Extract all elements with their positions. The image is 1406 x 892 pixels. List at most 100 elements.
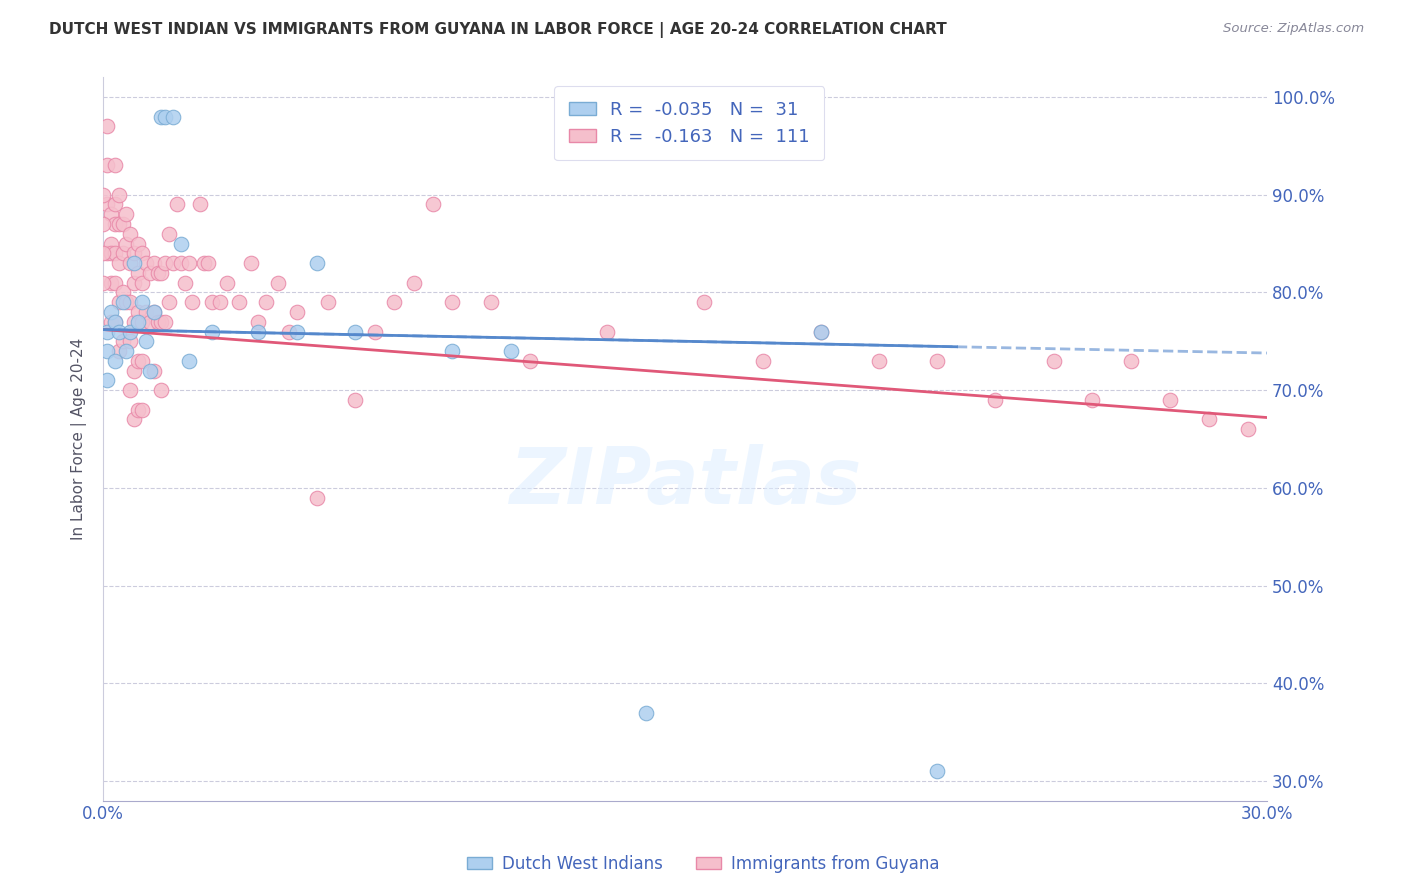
Point xyxy=(285,325,308,339)
Point xyxy=(96,246,118,260)
Point xyxy=(111,217,134,231)
Point xyxy=(177,354,200,368)
Point xyxy=(91,276,114,290)
Point xyxy=(107,295,129,310)
Point xyxy=(1313,392,1336,407)
Point xyxy=(104,315,127,329)
Point xyxy=(91,217,114,231)
Point xyxy=(135,334,157,349)
Point xyxy=(127,266,149,280)
Point xyxy=(150,266,173,280)
Point xyxy=(104,197,127,211)
Point xyxy=(150,315,173,329)
Point xyxy=(596,325,619,339)
Point xyxy=(479,295,502,310)
Point xyxy=(107,325,129,339)
Point xyxy=(100,207,122,221)
Point xyxy=(208,295,231,310)
Point xyxy=(984,392,1007,407)
Text: ZIPatlas: ZIPatlas xyxy=(509,444,862,520)
Point xyxy=(104,246,127,260)
Y-axis label: In Labor Force | Age 20-24: In Labor Force | Age 20-24 xyxy=(72,338,87,541)
Point xyxy=(139,315,162,329)
Point xyxy=(810,325,832,339)
Point xyxy=(131,315,153,329)
Point xyxy=(1198,412,1220,426)
Point xyxy=(170,256,193,270)
Point xyxy=(111,334,134,349)
Point xyxy=(122,315,145,329)
Point xyxy=(107,344,129,359)
Point xyxy=(122,246,145,260)
Point xyxy=(135,256,157,270)
Point xyxy=(364,325,387,339)
Point xyxy=(170,236,193,251)
Point xyxy=(247,325,270,339)
Point xyxy=(115,236,138,251)
Point xyxy=(1121,354,1143,368)
Point xyxy=(131,354,153,368)
Point xyxy=(100,236,122,251)
Point xyxy=(146,315,169,329)
Point xyxy=(100,315,122,329)
Point xyxy=(139,363,162,377)
Point xyxy=(127,305,149,319)
Point xyxy=(422,197,444,211)
Point xyxy=(150,110,173,124)
Point xyxy=(254,295,277,310)
Point xyxy=(107,256,129,270)
Point xyxy=(122,256,145,270)
Point xyxy=(120,256,142,270)
Point xyxy=(305,256,328,270)
Point xyxy=(104,217,127,231)
Point xyxy=(810,325,832,339)
Point xyxy=(131,402,153,417)
Point xyxy=(344,392,367,407)
Point xyxy=(107,187,129,202)
Point xyxy=(177,256,200,270)
Point xyxy=(157,295,180,310)
Point xyxy=(100,246,122,260)
Point xyxy=(120,227,142,241)
Point xyxy=(107,217,129,231)
Point xyxy=(100,276,122,290)
Point xyxy=(1236,422,1258,436)
Point xyxy=(166,197,188,211)
Point xyxy=(201,325,224,339)
Point xyxy=(139,266,162,280)
Text: Source: ZipAtlas.com: Source: ZipAtlas.com xyxy=(1223,22,1364,36)
Point xyxy=(155,315,177,329)
Point xyxy=(131,276,153,290)
Point xyxy=(122,412,145,426)
Point xyxy=(142,305,165,319)
Point xyxy=(636,706,658,720)
Point xyxy=(868,354,890,368)
Point xyxy=(162,256,184,270)
Point xyxy=(131,295,153,310)
Point xyxy=(157,227,180,241)
Point xyxy=(120,334,142,349)
Point xyxy=(519,354,541,368)
Point xyxy=(142,363,165,377)
Point xyxy=(181,295,204,310)
Point xyxy=(122,276,145,290)
Text: DUTCH WEST INDIAN VS IMMIGRANTS FROM GUYANA IN LABOR FORCE | AGE 20-24 CORRELATI: DUTCH WEST INDIAN VS IMMIGRANTS FROM GUY… xyxy=(49,22,948,38)
Point xyxy=(173,276,195,290)
Point xyxy=(111,285,134,300)
Point xyxy=(127,236,149,251)
Point xyxy=(115,295,138,310)
Point xyxy=(122,363,145,377)
Point xyxy=(115,344,138,359)
Point xyxy=(402,276,425,290)
Point xyxy=(96,120,118,134)
Point xyxy=(104,276,127,290)
Point xyxy=(96,344,118,359)
Point xyxy=(111,295,134,310)
Point xyxy=(146,266,169,280)
Point xyxy=(162,110,184,124)
Point xyxy=(120,295,142,310)
Point xyxy=(131,246,153,260)
Point xyxy=(239,256,262,270)
Point xyxy=(1275,422,1298,436)
Point xyxy=(1159,392,1181,407)
